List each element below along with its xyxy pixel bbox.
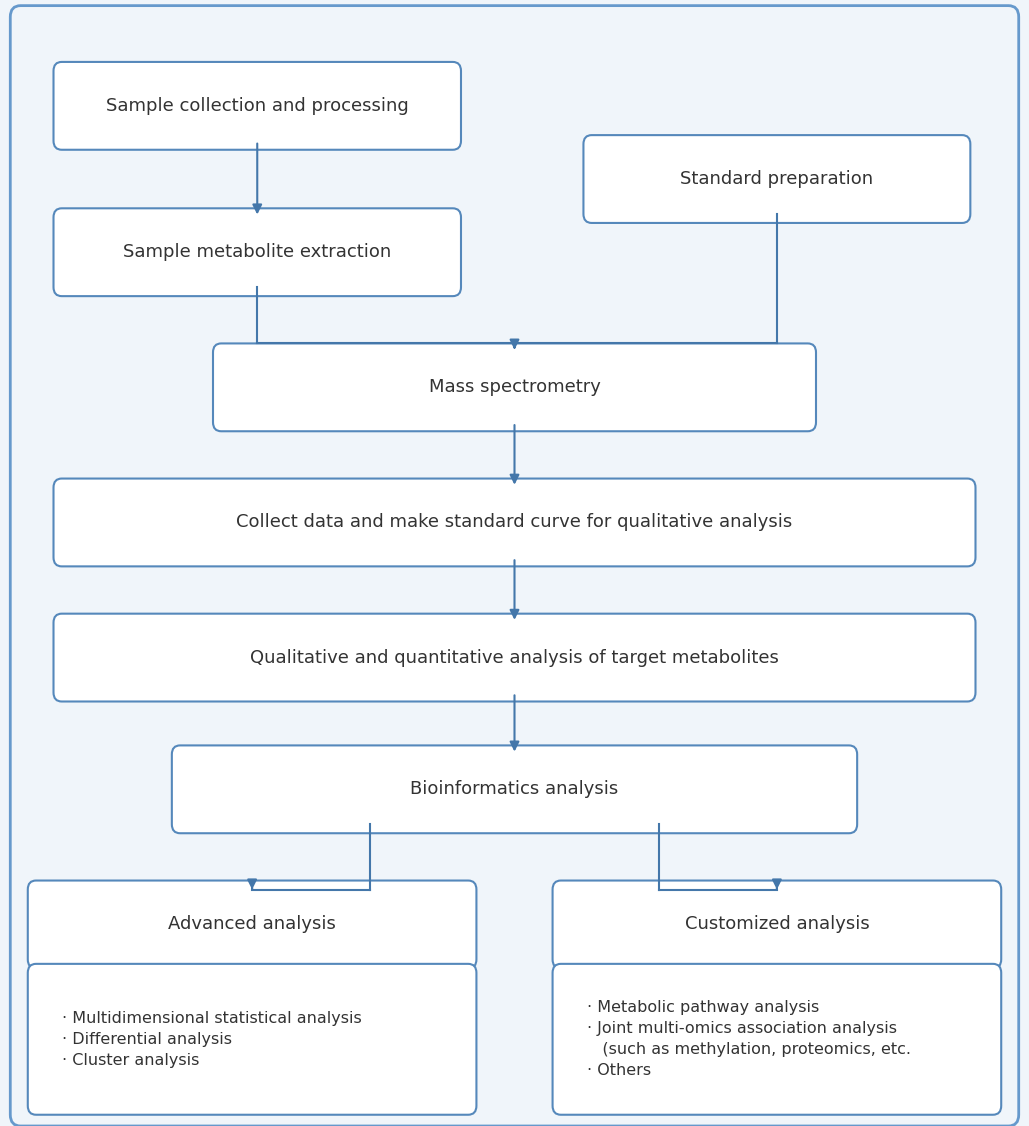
Text: Customized analysis: Customized analysis [684, 915, 870, 933]
Text: · Metabolic pathway analysis
· Joint multi-omics association analysis
   (such a: · Metabolic pathway analysis · Joint mul… [587, 1000, 911, 1079]
FancyBboxPatch shape [28, 881, 476, 968]
Text: Sample metabolite extraction: Sample metabolite extraction [123, 243, 391, 261]
FancyBboxPatch shape [10, 6, 1019, 1126]
FancyBboxPatch shape [583, 135, 970, 223]
FancyBboxPatch shape [54, 614, 975, 701]
FancyBboxPatch shape [28, 964, 476, 1115]
Text: Bioinformatics analysis: Bioinformatics analysis [411, 780, 618, 798]
Text: Mass spectrometry: Mass spectrometry [428, 378, 601, 396]
FancyBboxPatch shape [54, 208, 461, 296]
FancyBboxPatch shape [54, 479, 975, 566]
FancyBboxPatch shape [553, 964, 1001, 1115]
Text: Standard preparation: Standard preparation [680, 170, 874, 188]
Text: Collect data and make standard curve for qualitative analysis: Collect data and make standard curve for… [237, 513, 792, 531]
Text: · Multidimensional statistical analysis
· Differential analysis
· Cluster analys: · Multidimensional statistical analysis … [62, 1011, 361, 1067]
FancyBboxPatch shape [213, 343, 816, 431]
Text: Sample collection and processing: Sample collection and processing [106, 97, 409, 115]
Text: Advanced analysis: Advanced analysis [168, 915, 336, 933]
FancyBboxPatch shape [172, 745, 857, 833]
Text: Qualitative and quantitative analysis of target metabolites: Qualitative and quantitative analysis of… [250, 649, 779, 667]
FancyBboxPatch shape [54, 62, 461, 150]
FancyBboxPatch shape [553, 881, 1001, 968]
